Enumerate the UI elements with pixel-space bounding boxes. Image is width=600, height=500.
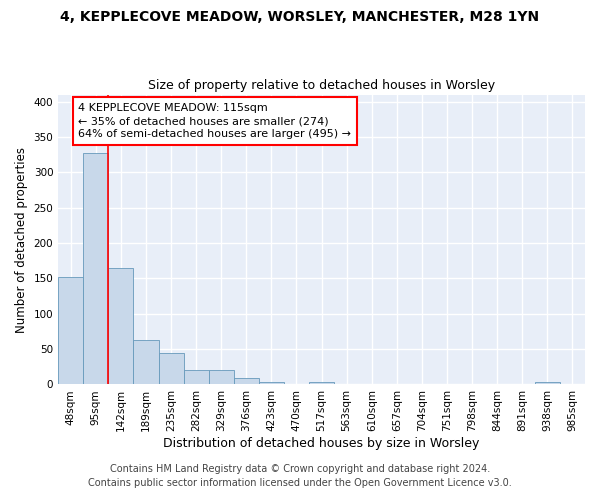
Bar [184,370,209,384]
Bar [209,370,234,384]
Text: Contains HM Land Registry data © Crown copyright and database right 2024.
Contai: Contains HM Land Registry data © Crown c… [88,464,512,487]
Y-axis label: Number of detached properties: Number of detached properties [15,146,28,332]
Title: Size of property relative to detached houses in Worsley: Size of property relative to detached ho… [148,79,495,92]
Bar [309,382,334,384]
X-axis label: Distribution of detached houses by size in Worsley: Distribution of detached houses by size … [163,437,480,450]
Text: 4 KEPPLECOVE MEADOW: 115sqm
← 35% of detached houses are smaller (274)
64% of se: 4 KEPPLECOVE MEADOW: 115sqm ← 35% of det… [78,103,351,140]
Bar [83,152,109,384]
Text: 4, KEPPLECOVE MEADOW, WORSLEY, MANCHESTER, M28 1YN: 4, KEPPLECOVE MEADOW, WORSLEY, MANCHESTE… [61,10,539,24]
Bar [535,382,560,384]
Bar [133,340,158,384]
Bar [158,354,184,384]
Bar [58,277,83,384]
Bar [234,378,259,384]
Bar [109,268,133,384]
Bar [259,382,284,384]
